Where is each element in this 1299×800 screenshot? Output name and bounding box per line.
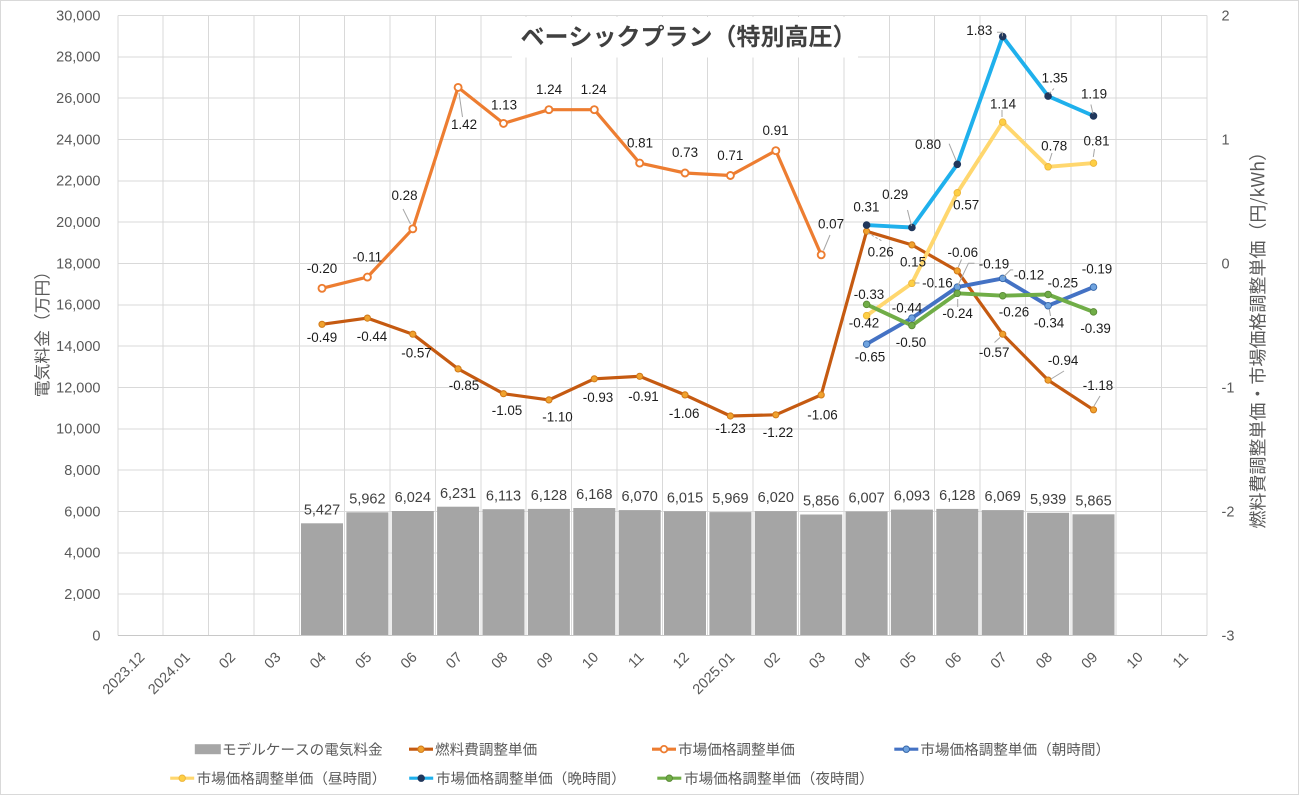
svg-text:-0.16: -0.16 — [922, 276, 953, 291]
svg-text:6,000: 6,000 — [64, 504, 100, 520]
svg-text:-0.42: -0.42 — [849, 316, 880, 331]
svg-text:5,969: 5,969 — [712, 491, 748, 507]
svg-text:28,000: 28,000 — [56, 50, 100, 66]
svg-text:0.15: 0.15 — [900, 255, 926, 270]
svg-text:-0.91: -0.91 — [628, 389, 659, 404]
svg-text:0.91: 0.91 — [762, 123, 788, 138]
svg-text:0.73: 0.73 — [672, 145, 698, 160]
svg-text:10,000: 10,000 — [56, 422, 100, 438]
svg-text:1.13: 1.13 — [491, 98, 517, 113]
svg-text:-0.39: -0.39 — [1080, 321, 1111, 336]
svg-text:0.29: 0.29 — [882, 187, 908, 202]
svg-text:1.35: 1.35 — [1042, 71, 1068, 86]
svg-text:-1.05: -1.05 — [492, 403, 523, 418]
svg-text:0: 0 — [92, 628, 100, 644]
svg-text:1.83: 1.83 — [966, 23, 992, 38]
svg-text:-0.26: -0.26 — [999, 305, 1030, 320]
svg-text:-0.11: -0.11 — [353, 250, 383, 265]
svg-text:1.19: 1.19 — [1081, 87, 1107, 102]
svg-text:-0.44: -0.44 — [892, 301, 923, 316]
svg-text:-0.19: -0.19 — [979, 257, 1010, 272]
svg-text:1.14: 1.14 — [990, 97, 1017, 112]
svg-text:-0.24: -0.24 — [942, 306, 973, 321]
svg-text:-0.19: -0.19 — [1082, 262, 1113, 277]
svg-text:-0.94: -0.94 — [1048, 353, 1079, 368]
svg-text:-0.06: -0.06 — [948, 245, 979, 260]
svg-text:12,000: 12,000 — [56, 380, 100, 396]
svg-text:6,015: 6,015 — [667, 490, 703, 506]
svg-text:0.57: 0.57 — [953, 198, 979, 213]
svg-text:18,000: 18,000 — [56, 256, 100, 272]
svg-text:6,113: 6,113 — [486, 488, 521, 504]
svg-text:0.71: 0.71 — [717, 148, 743, 163]
svg-text:-0.49: -0.49 — [307, 330, 338, 345]
svg-text:-0.57: -0.57 — [401, 345, 432, 360]
svg-text:5,856: 5,856 — [803, 494, 839, 510]
svg-text:4,000: 4,000 — [64, 546, 100, 562]
svg-text:20,000: 20,000 — [56, 215, 100, 231]
svg-text:5,427: 5,427 — [304, 502, 340, 518]
svg-text:0.07: 0.07 — [818, 217, 844, 232]
svg-text:26,000: 26,000 — [56, 91, 100, 107]
svg-text:1: 1 — [1222, 132, 1230, 148]
svg-text:5,939: 5,939 — [1030, 492, 1066, 508]
svg-text:1.24: 1.24 — [581, 82, 608, 97]
svg-text:22,000: 22,000 — [56, 174, 100, 190]
svg-text:1.42: 1.42 — [451, 117, 477, 132]
svg-text:-0.34: -0.34 — [1034, 316, 1065, 331]
svg-text:8,000: 8,000 — [64, 463, 100, 479]
svg-text:6,231: 6,231 — [440, 486, 476, 502]
svg-text:6,020: 6,020 — [758, 490, 794, 506]
svg-text:24,000: 24,000 — [56, 132, 100, 148]
svg-text:6,070: 6,070 — [622, 489, 658, 505]
svg-text:-1.10: -1.10 — [542, 410, 573, 425]
svg-text:2,000: 2,000 — [64, 587, 100, 603]
svg-text:0.81: 0.81 — [1083, 134, 1109, 149]
svg-text:-0.65: -0.65 — [855, 350, 886, 365]
svg-text:0.81: 0.81 — [627, 135, 653, 150]
svg-text:0.80: 0.80 — [915, 137, 941, 152]
svg-text:0: 0 — [1222, 256, 1230, 272]
svg-text:-0.33: -0.33 — [854, 287, 885, 302]
svg-text:-1.23: -1.23 — [715, 421, 746, 436]
svg-text:-1.22: -1.22 — [763, 425, 794, 440]
svg-text:6,007: 6,007 — [848, 491, 884, 507]
svg-text:-0.50: -0.50 — [896, 335, 927, 350]
svg-text:-3: -3 — [1222, 628, 1235, 644]
svg-text:-1: -1 — [1222, 380, 1235, 396]
svg-text:6,128: 6,128 — [939, 488, 975, 504]
svg-text:-1.06: -1.06 — [807, 408, 838, 423]
svg-text:-0.93: -0.93 — [583, 390, 614, 405]
svg-text:6,024: 6,024 — [395, 490, 431, 506]
svg-text:2: 2 — [1222, 8, 1230, 24]
svg-text:1.24: 1.24 — [536, 82, 563, 97]
svg-text:6,093: 6,093 — [894, 489, 930, 505]
svg-text:5,962: 5,962 — [349, 491, 385, 507]
svg-text:30,000: 30,000 — [56, 8, 100, 24]
svg-text:-0.85: -0.85 — [449, 378, 480, 393]
svg-text:-1.06: -1.06 — [669, 406, 700, 421]
svg-text:0.31: 0.31 — [853, 200, 879, 215]
svg-text:14,000: 14,000 — [56, 339, 100, 355]
svg-text:-1.18: -1.18 — [1083, 378, 1114, 393]
svg-text:6,069: 6,069 — [985, 489, 1021, 505]
svg-text:-0.57: -0.57 — [979, 345, 1010, 360]
svg-text:0.78: 0.78 — [1041, 139, 1067, 154]
svg-text:5,865: 5,865 — [1075, 493, 1111, 509]
svg-text:16,000: 16,000 — [56, 298, 100, 314]
svg-text:-0.20: -0.20 — [307, 261, 338, 276]
svg-text:6,128: 6,128 — [531, 488, 567, 504]
svg-text:0.28: 0.28 — [391, 188, 417, 203]
svg-text:-0.25: -0.25 — [1048, 276, 1079, 291]
svg-text:6,168: 6,168 — [576, 487, 612, 503]
svg-text:-2: -2 — [1222, 504, 1235, 520]
svg-text:-0.12: -0.12 — [1014, 268, 1045, 283]
svg-text:0.26: 0.26 — [868, 245, 894, 260]
svg-text:-0.44: -0.44 — [357, 329, 388, 344]
